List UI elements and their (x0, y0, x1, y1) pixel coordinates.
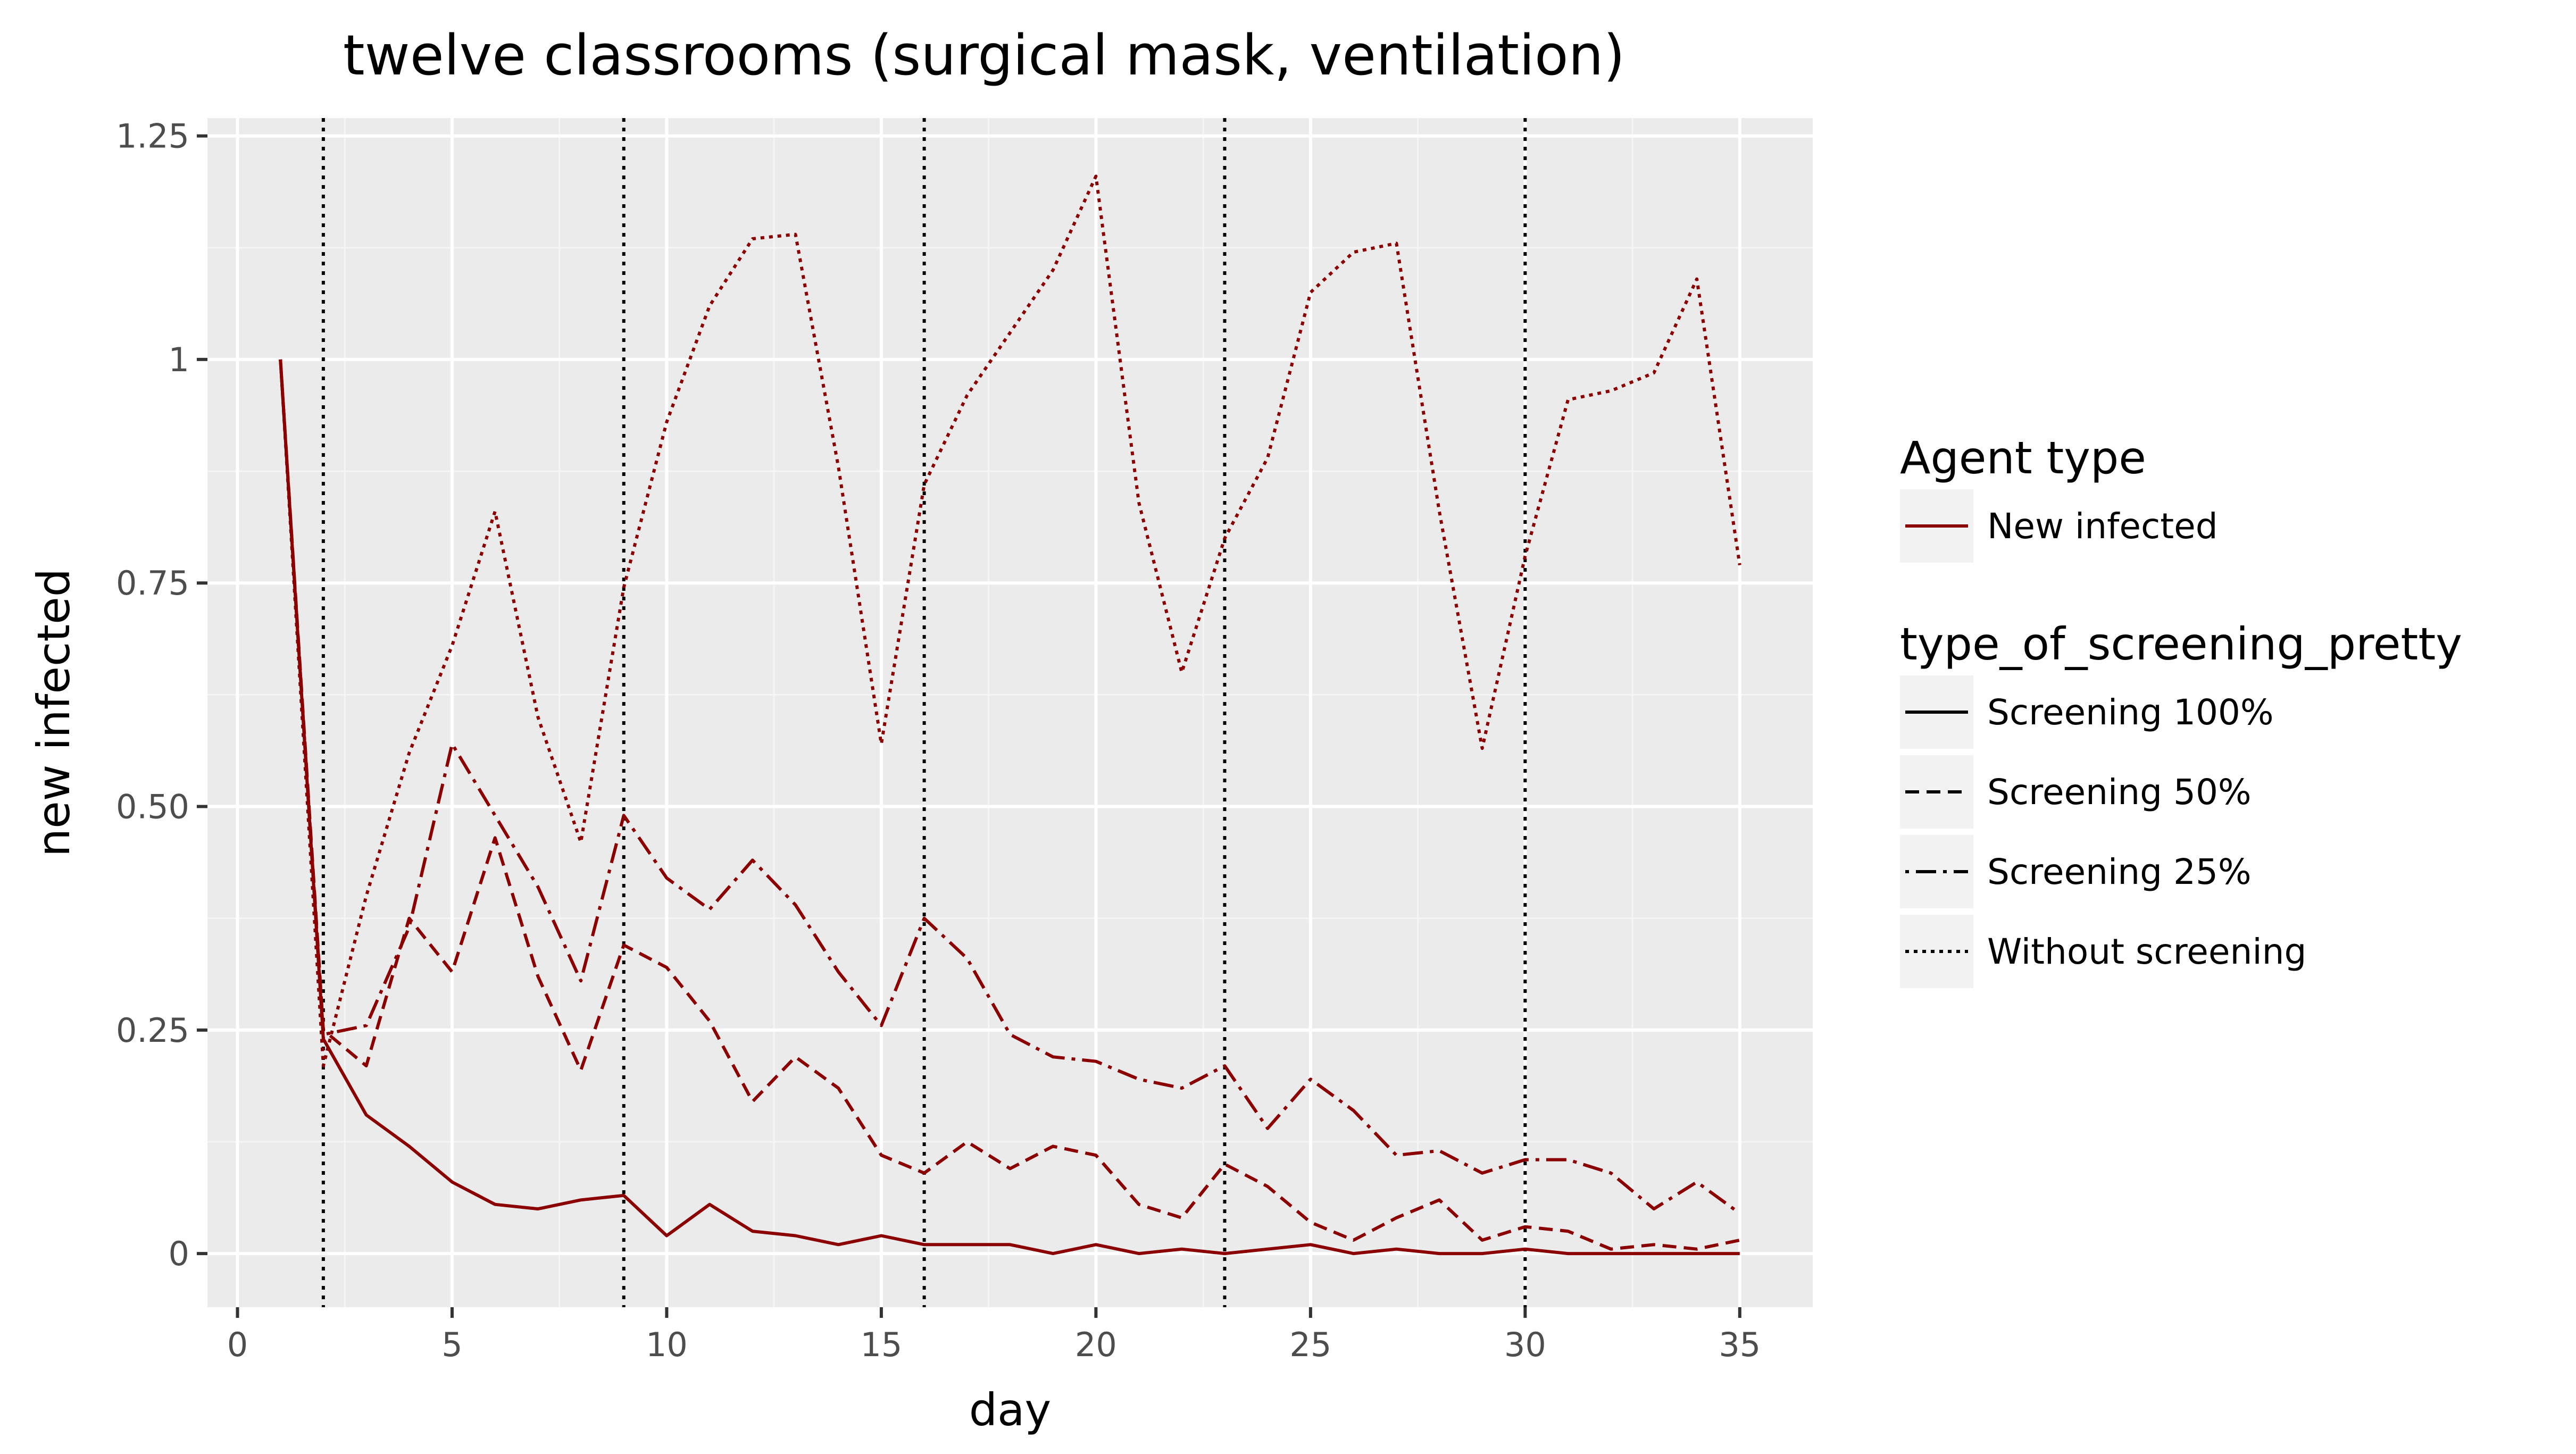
y-tick-label: 0.50 (116, 788, 189, 826)
y-tick-label: 1.25 (116, 117, 189, 156)
series-line-screening-25 (279, 359, 1741, 1215)
legend-label: Screening 25% (1987, 851, 2252, 892)
y-tick-label: 0.75 (116, 564, 189, 603)
x-axis-title: day (969, 1384, 1052, 1436)
y-axis: 0 0.25 0.50 0.75 1 1.25 (116, 117, 207, 1273)
x-tick-label: 15 (860, 1325, 902, 1364)
legend-key (1900, 915, 1973, 988)
series-lines (279, 174, 1741, 1256)
y-tick-label: 1 (169, 340, 189, 379)
series-line-screening-100 (279, 359, 1740, 1256)
legend-agent-type-entries: New infected (1900, 489, 2218, 563)
legend-title-agent-type: Agent type (1900, 432, 2146, 484)
vertical-marker-lines (321, 118, 1527, 1307)
chart-title: twelve classrooms (surgical mask, ventil… (343, 23, 1625, 88)
x-tick-label: 5 (441, 1325, 462, 1364)
y-tick-label: 0 (169, 1234, 189, 1273)
x-tick-label: 0 (227, 1325, 248, 1364)
x-tick-label: 20 (1075, 1325, 1117, 1364)
legend-title-screening: type_of_screening_pretty (1900, 618, 2462, 670)
grid-major (207, 118, 1813, 1307)
grid-minor (207, 118, 1813, 1307)
y-axis-title: new infected (28, 569, 80, 857)
x-tick-label: 25 (1289, 1325, 1331, 1364)
legend-label: Screening 50% (1987, 772, 2252, 813)
x-axis: 0 5 10 15 20 25 30 35 (227, 1307, 1761, 1364)
legend-label: Without screening (1987, 931, 2306, 972)
legend-label: New infected (1987, 506, 2218, 547)
series-line-screening-50 (279, 359, 1740, 1251)
series-line-without-screening (279, 174, 1741, 1068)
y-tick-label: 0.25 (116, 1011, 189, 1050)
legend-screening-entries: Screening 100% Screening 50% Screening 25%… (1900, 675, 2306, 988)
x-tick-label: 10 (646, 1325, 688, 1364)
plot-panel (207, 118, 1813, 1307)
legend: Agent type New infected type_of_screenin… (1900, 432, 2462, 988)
x-tick-label: 35 (1719, 1325, 1761, 1364)
x-tick-label: 30 (1504, 1325, 1546, 1364)
legend-label: Screening 100% (1987, 692, 2274, 733)
